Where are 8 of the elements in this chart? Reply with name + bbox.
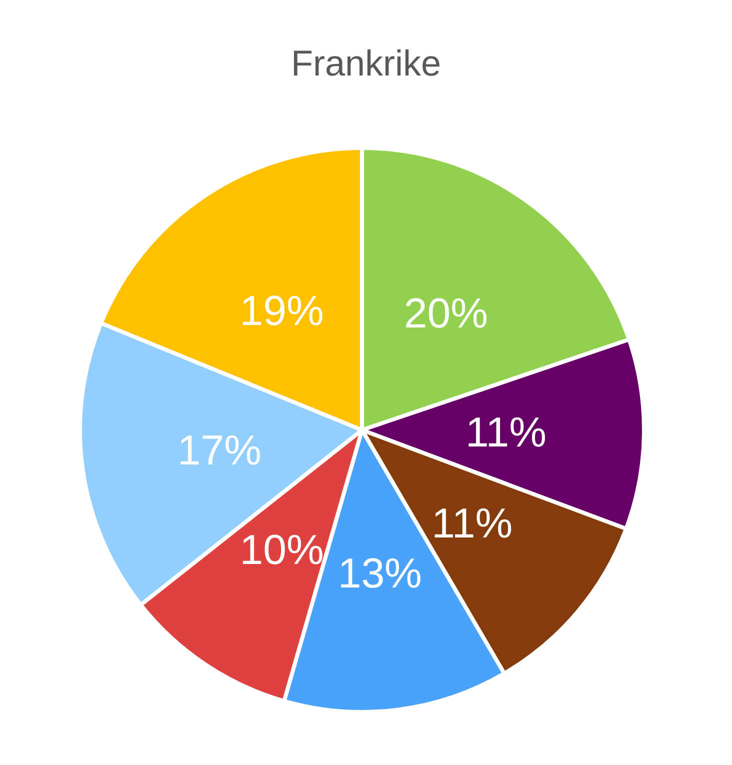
data-label: 19% bbox=[240, 286, 324, 334]
data-label: 10% bbox=[240, 526, 324, 574]
data-label: 11% bbox=[432, 499, 513, 546]
data-label: 11% bbox=[466, 408, 546, 456]
chart-title: Frankrike bbox=[290, 42, 442, 84]
data-label: 13% bbox=[338, 549, 422, 596]
data-label: 20% bbox=[404, 289, 488, 336]
data-label: 17% bbox=[177, 426, 262, 474]
